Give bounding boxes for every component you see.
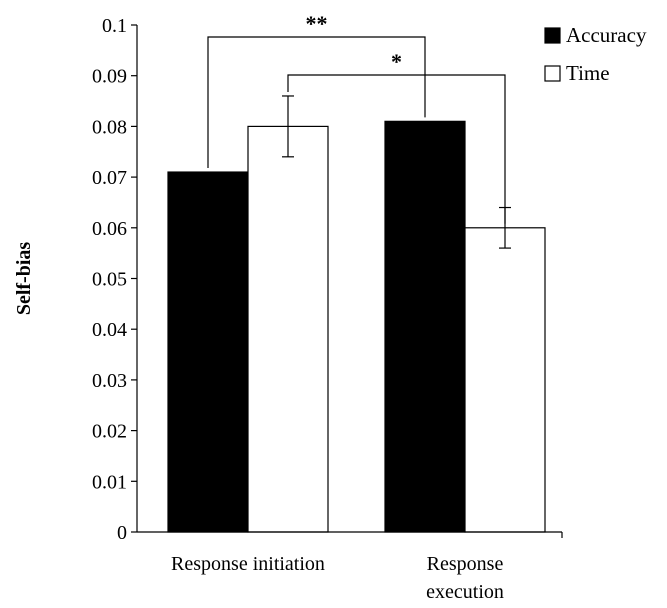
y-tick-label: 0.05 [92, 269, 127, 291]
y-tick-label: 0.03 [92, 370, 127, 392]
bar-time-1 [464, 227, 546, 533]
significance-bracket [207, 36, 426, 169]
x-category-label: Response [427, 553, 504, 575]
legend-label-time: Time [566, 61, 610, 85]
bar-time-0 [247, 125, 329, 533]
y-tick-label: 0.09 [92, 66, 127, 88]
y-tick-label: 0 [117, 522, 127, 544]
y-tick-label: 0.06 [92, 218, 127, 240]
significance-label: * [391, 49, 402, 74]
y-tick-label: 0.01 [92, 471, 127, 493]
legend-swatch-time [544, 65, 561, 82]
legend-swatch-accuracy [544, 27, 561, 44]
legend-label-accuracy: Accuracy [566, 23, 647, 47]
y-tick-label: 0.02 [92, 421, 127, 443]
y-axis-title: Self-bias [13, 242, 35, 316]
bar-accuracy-0 [167, 171, 249, 533]
x-category-label: Response initiation [171, 553, 325, 575]
x-category-label: execution [426, 581, 504, 603]
significance-bracket [287, 74, 506, 224]
y-tick-label: 0.08 [92, 116, 127, 138]
y-tick-label: 0.1 [102, 15, 127, 37]
significance-label: ** [306, 11, 328, 36]
y-tick-label: 0.07 [92, 167, 127, 189]
y-tick-label: 0.04 [92, 319, 127, 341]
bar-accuracy-1 [384, 120, 466, 533]
